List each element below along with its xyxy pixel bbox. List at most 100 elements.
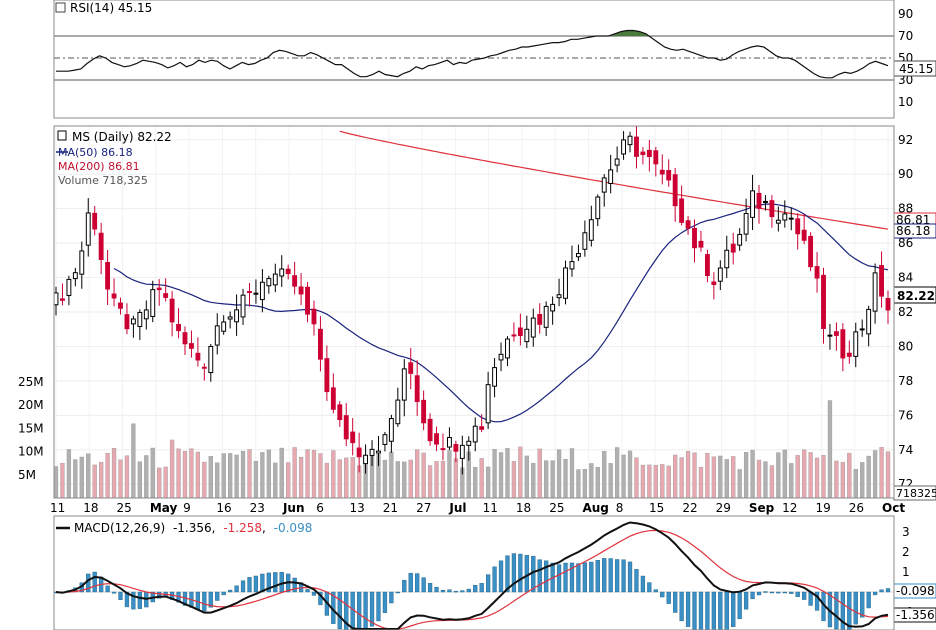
macd-tick-label: 3: [902, 525, 910, 539]
volume-bar: [627, 450, 633, 499]
x-axis-label: May: [150, 501, 178, 515]
volume-bar: [737, 469, 742, 499]
candle-body: [737, 233, 743, 246]
volume-bar: [608, 463, 613, 499]
candle-body: [614, 158, 620, 166]
candle-body: [330, 387, 336, 410]
volume-bar: [685, 450, 691, 499]
macd-hist-bar: [544, 560, 549, 593]
volume-bar: [763, 461, 768, 499]
macd-hist-bar: [376, 591, 381, 622]
macd-hist-bar: [505, 555, 510, 593]
x-axis-label: 11: [50, 501, 65, 515]
price-legend: MS (Daily) 82.22 MA(50) 86.18 MA(200) 86…: [56, 130, 172, 187]
candle-body: [711, 281, 717, 285]
volume-tick-label: 10M: [18, 445, 44, 459]
macd-hist-bar: [273, 572, 278, 593]
volume-bar: [311, 449, 317, 499]
candle-body: [169, 298, 175, 323]
rsi-tick-label: 90: [898, 7, 913, 21]
candle-body: [685, 220, 691, 229]
candle-body: [201, 366, 207, 369]
ma200-line: [339, 130, 889, 230]
candle-body: [414, 375, 420, 402]
x-axis-label: 27: [416, 501, 431, 515]
volume-bar: [511, 461, 517, 499]
volume-bar: [318, 453, 323, 499]
volume-bar: [86, 453, 91, 499]
macd-hist-bar: [524, 555, 529, 593]
candle-body: [214, 325, 220, 346]
macd-hist-bar: [260, 573, 265, 593]
candle-body: [479, 426, 485, 430]
volume-bar: [427, 465, 433, 499]
candle-body: [440, 448, 446, 451]
volume-bar: [653, 465, 658, 499]
volume-bar: [531, 462, 536, 499]
candle-body: [859, 328, 865, 331]
candle-body: [111, 293, 117, 299]
candle-body: [653, 150, 659, 165]
volume-bar: [724, 459, 729, 499]
volume-bar: [718, 455, 723, 499]
candle-body: [182, 332, 188, 345]
volume-bar: [698, 466, 704, 499]
volume-bar: [324, 462, 330, 499]
macd-hist-bar: [576, 563, 581, 593]
volume-bar: [434, 461, 439, 499]
volume-bar: [118, 459, 123, 499]
candle-body: [337, 404, 343, 421]
candle-body: [395, 399, 401, 425]
volume-bar: [92, 464, 97, 499]
macd-hist-bar: [853, 591, 858, 625]
candle-body: [872, 272, 878, 312]
volume-bar: [821, 455, 826, 499]
volume-bar: [750, 449, 755, 499]
candle-body: [608, 169, 614, 184]
macd-hist-bar: [866, 591, 871, 609]
candles: [53, 126, 891, 475]
macd-hist-bar: [479, 583, 484, 593]
price-tick-label: 74: [898, 443, 913, 457]
candle-body: [575, 253, 581, 258]
x-axis-label: 13: [350, 501, 365, 515]
candle-body: [356, 447, 362, 458]
price-tick-label: 76: [898, 408, 913, 422]
candle-body: [782, 213, 788, 221]
volume-bar: [498, 452, 504, 499]
x-axis-label: 11: [483, 501, 498, 515]
candle-body: [279, 268, 285, 277]
rsi-legend: RSI(14) 45.15: [55, 1, 152, 15]
macd-hist-bar: [673, 591, 678, 613]
x-axis-label: 16: [216, 501, 231, 515]
candle-body: [775, 219, 781, 224]
candle-body: [679, 198, 685, 223]
volume-bar: [808, 452, 813, 499]
macd-hist-bar: [208, 591, 213, 608]
candle-body: [305, 286, 310, 315]
macd-hist-bar: [356, 591, 362, 630]
volume-bar: [479, 458, 484, 499]
candle-body: [363, 454, 369, 465]
volume-bar: [776, 452, 781, 499]
macd-hist-bar: [743, 591, 749, 610]
x-axis-label: Sep: [749, 501, 775, 515]
macd-hist-bar: [234, 585, 239, 593]
volume-bar: [421, 452, 426, 499]
volume-bar: [634, 457, 639, 499]
macd-hist-bar: [492, 566, 497, 593]
candle-body: [866, 308, 872, 335]
x-axis-label: 12: [782, 501, 797, 515]
macd-hist-bar: [518, 553, 523, 593]
volume-bar: [660, 464, 665, 499]
x-axis-label: 26: [849, 501, 864, 515]
volume-bar: [144, 455, 149, 499]
macd-hist-bar: [305, 589, 310, 593]
macd-hist-bar: [556, 564, 562, 593]
macd-hist-bar: [311, 591, 317, 596]
macd-hist-bar: [872, 591, 878, 596]
macd-hist-bar: [802, 591, 807, 600]
macd-hist-bar: [382, 591, 388, 613]
macd-hist-bar: [685, 591, 691, 627]
